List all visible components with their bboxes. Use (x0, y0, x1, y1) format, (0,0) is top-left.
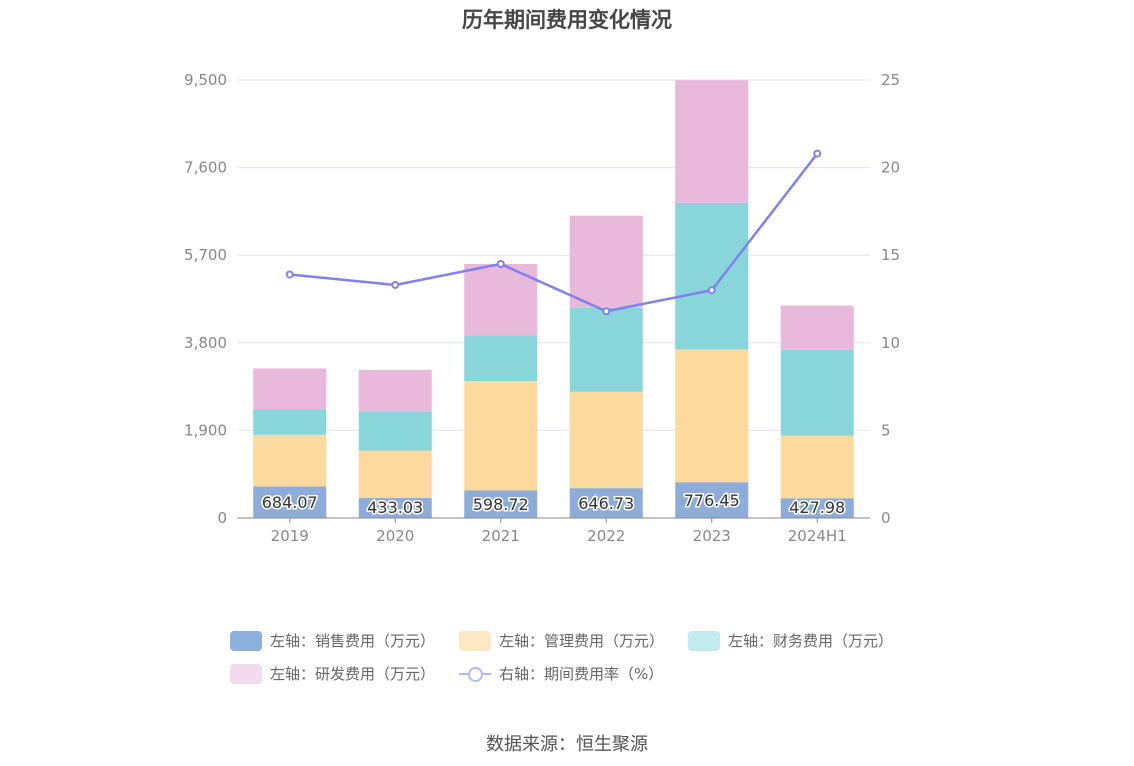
legend-label: 右轴：期间费用率（%） (499, 665, 664, 683)
bar-segment (464, 381, 538, 491)
y-left-tick-label: 7,600 (184, 159, 227, 177)
legend-item-rd[interactable]: 左轴：研发费用（万元） (230, 663, 435, 684)
bar-data-label: 598.72 (473, 495, 529, 514)
x-tick-label: 2020 (376, 527, 414, 545)
bar-segment (675, 80, 749, 203)
bar-stacks (253, 80, 854, 518)
bar-segment (569, 307, 643, 392)
bar-data-label: 684.07 (262, 493, 318, 512)
bar-segment (675, 349, 749, 483)
rate-line (285, 149, 822, 316)
bar-segment (358, 411, 432, 451)
bar-segment (358, 450, 432, 499)
bar-segment (675, 202, 749, 350)
legend-line-icon (459, 664, 491, 684)
legend-item-rate[interactable]: 右轴：期间费用率（%） (459, 663, 663, 684)
bar-data-label: 427.98 (789, 498, 845, 517)
bar-data-label: 776.45 (684, 491, 740, 510)
rate-point (285, 270, 294, 279)
bar-segment (358, 498, 432, 518)
rate-point (707, 286, 716, 295)
grid-lines (237, 79, 870, 431)
rate-point (391, 280, 400, 289)
y-right-tick-label: 10 (881, 334, 900, 352)
bar-segment (253, 434, 327, 487)
x-tick-label: 2024H1 (788, 527, 847, 545)
rate-point (813, 149, 822, 158)
bar-segment (569, 488, 643, 518)
data-source: 数据来源：恒生聚源 (486, 734, 648, 755)
bar-segment (569, 391, 643, 489)
y-left-tick-label: 0 (217, 509, 227, 527)
y-left-tick-label: 9,500 (184, 71, 227, 89)
x-tick-label: 2021 (482, 527, 520, 545)
legend-swatch (230, 663, 262, 684)
legend-swatch (459, 630, 491, 651)
rate-point (602, 307, 611, 316)
axes: 0 1,900 3,800 5,700 7,600 9,500 0 5 10 15 20 25 2019… (184, 71, 900, 545)
x-tick-label: 2019 (271, 527, 309, 545)
bar-segment (675, 482, 749, 518)
bar-segment (253, 486, 327, 518)
rate-point (496, 259, 505, 268)
bar-data-label: 433.03 (367, 498, 423, 517)
y-right-tick-label: 0 (881, 509, 891, 527)
bar-segment (569, 215, 643, 308)
bar-segment (464, 490, 538, 518)
y-right-tick-label: 15 (881, 246, 900, 264)
legend-item-admin[interactable]: 左轴：管理费用（万元） (459, 630, 664, 651)
y-right-tick-label: 25 (881, 71, 900, 89)
y-left-tick-label: 5,700 (184, 246, 227, 264)
legend-swatch (230, 630, 262, 651)
legend-item-sales[interactable]: 左轴：销售费用（万元） (230, 630, 435, 651)
legend-label: 左轴：管理费用（万元） (499, 632, 665, 650)
legend-label: 左轴：销售费用（万元） (270, 632, 436, 650)
bar-segment (780, 349, 854, 436)
bar-segment (253, 409, 327, 435)
bar-data-label: 646.73 (578, 494, 634, 513)
y-right-tick-label: 20 (881, 159, 900, 177)
bar-segment (253, 368, 327, 410)
x-tick-label: 2022 (587, 527, 625, 545)
bar-segment (780, 498, 854, 518)
rate-line-path (289, 152, 819, 313)
chart-title: 历年期间费用变化情况 (462, 8, 672, 32)
legend-label: 左轴：财务费用（万元） (728, 632, 894, 650)
bar-segment (358, 369, 432, 412)
bar-segment (780, 435, 854, 499)
x-tick-label: 2023 (693, 527, 731, 545)
bar-segment (780, 305, 854, 350)
bar-segment (464, 335, 538, 382)
data-labels: 684.07 433.03 598.72 646.73 776.45 427.98 (260, 490, 846, 519)
y-left-tick-label: 3,800 (184, 334, 227, 352)
legend-swatch (688, 630, 720, 651)
y-right-tick-label: 5 (881, 421, 891, 439)
y-left-tick-label: 1,900 (184, 421, 227, 439)
legend-item-finance[interactable]: 左轴：财务费用（万元） (688, 630, 893, 651)
legend-label: 左轴：研发费用（万元） (270, 665, 436, 683)
